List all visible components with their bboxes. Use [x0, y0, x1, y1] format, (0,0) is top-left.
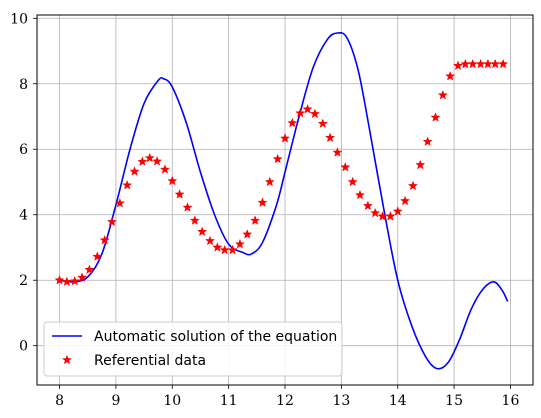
x-tick-label: 10 [163, 393, 181, 409]
referential-data-point [490, 58, 501, 69]
referential-data-point [159, 164, 170, 174]
referential-data-point [482, 58, 493, 69]
referential-data-point [452, 60, 464, 71]
referential-data-point [106, 216, 118, 227]
referential-data-point [370, 207, 381, 218]
x-tick-label: 11 [220, 393, 238, 409]
referential-data-point [302, 103, 313, 114]
legend-star-sample [61, 354, 73, 365]
x-tick-label: 13 [332, 393, 350, 409]
y-tick-label: 8 [19, 77, 28, 93]
referential-data-point [407, 180, 418, 191]
y-tick-label: 4 [19, 208, 28, 224]
x-tick-label: 9 [111, 393, 120, 409]
referential-data-point [279, 133, 291, 143]
grid [37, 15, 533, 385]
referential-data-point [144, 152, 155, 163]
legend-label-referential: Referential data [94, 353, 206, 369]
referential-data-point [54, 274, 65, 285]
referential-data-point [498, 58, 509, 69]
referential-data-point [114, 197, 125, 208]
referential-data-point [189, 215, 200, 225]
x-tick-label: 8 [55, 393, 64, 409]
referential-data-point [295, 107, 306, 118]
referential-data-point [422, 136, 433, 147]
referential-data-point [197, 226, 208, 237]
y-tick-label: 2 [19, 273, 28, 289]
referential-data-point [92, 251, 103, 261]
referential-data-point [317, 118, 328, 129]
referential-data-point [77, 272, 88, 282]
referential-data-point [415, 159, 426, 170]
referential-data-point [347, 176, 358, 187]
referential-data-point [467, 58, 478, 69]
referential-data-point [69, 275, 80, 286]
axis-ticks: 8 9 10 11 12 13 14 15 16 0 2 4 6 8 10 [10, 11, 519, 409]
referential-data-point [152, 156, 163, 166]
referential-data-point [475, 58, 486, 69]
referential-data-point [362, 200, 373, 211]
referential-data-point [385, 211, 396, 221]
referential-data-point [257, 197, 268, 207]
y-tick-label: 6 [19, 142, 28, 158]
referential-data-point [250, 215, 261, 225]
referential-data-point [460, 58, 471, 69]
x-tick-label: 16 [502, 393, 520, 409]
y-tick-label: 10 [10, 11, 28, 27]
referential-data-point [174, 189, 185, 199]
referential-data-point [242, 229, 253, 239]
referential-data-point [437, 89, 448, 100]
referential-data-point [182, 202, 193, 212]
referential-data-point [227, 244, 238, 255]
x-tick-label: 14 [389, 393, 407, 409]
series-layer [54, 31, 509, 370]
legend-star-icon [61, 354, 73, 365]
legend-label-solution: Automatic solution of the equation [94, 329, 337, 345]
referential-data-point [287, 117, 298, 128]
referential-data-point [272, 153, 283, 164]
referential-data-point [325, 132, 336, 143]
referential-data-point [129, 166, 140, 176]
referential-data-point [167, 175, 178, 186]
x-tick-label: 12 [276, 393, 294, 409]
referential-data-point [332, 147, 343, 157]
referential-data-point [99, 234, 110, 245]
referential-data-point [430, 112, 441, 122]
legend: Automatic solution of the equation Refer… [43, 321, 343, 377]
series-line-solution [59, 31, 509, 370]
referential-data-point [234, 238, 245, 249]
referential-data-point [354, 189, 366, 200]
y-tick-label: 0 [19, 339, 28, 355]
referential-data-point [137, 156, 148, 166]
referential-data-point [340, 161, 351, 172]
referential-data-point [400, 195, 411, 206]
referential-data-point [219, 244, 230, 255]
referential-data-point [61, 276, 72, 287]
referential-data-point [264, 176, 275, 187]
referential-data-point [204, 235, 216, 246]
legend-box [43, 321, 343, 377]
referential-data-point [122, 179, 133, 190]
referential-data-point [309, 108, 320, 119]
x-tick-label: 15 [445, 393, 463, 409]
referential-data-point [445, 70, 456, 81]
referential-data-point [392, 206, 403, 216]
referential-data-point [212, 242, 223, 252]
referential-data-point [84, 264, 95, 275]
